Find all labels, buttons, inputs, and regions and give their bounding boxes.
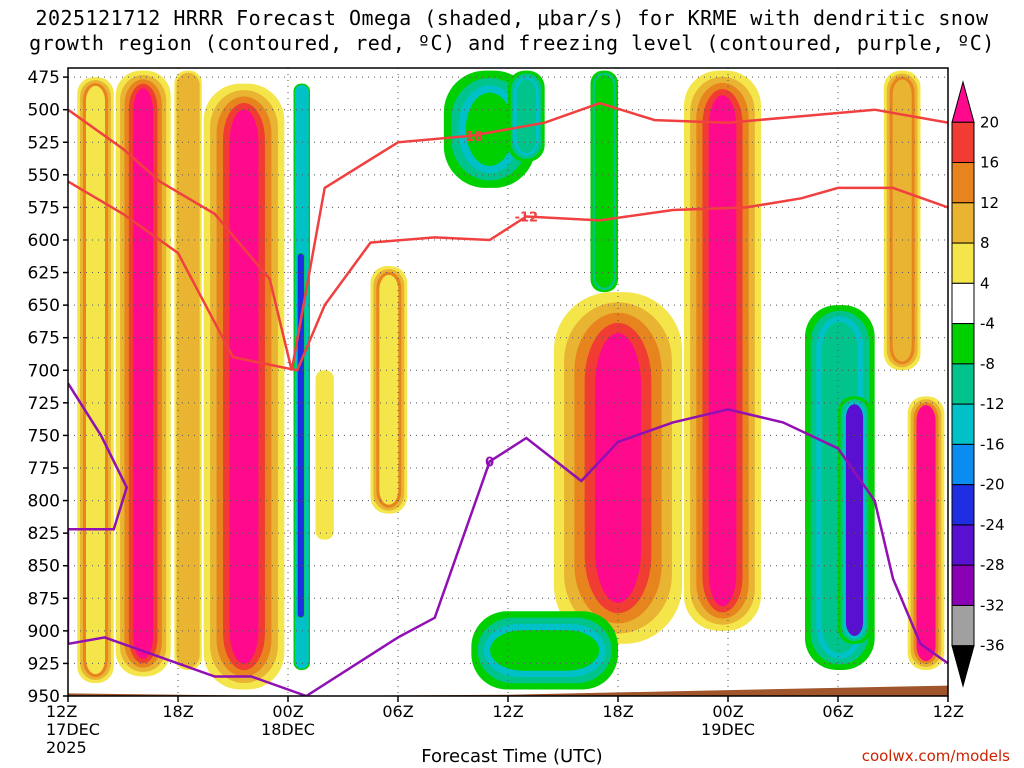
omega-band bbox=[465, 92, 514, 166]
colorbar-label: -24 bbox=[980, 516, 1005, 534]
omega-band bbox=[892, 79, 912, 362]
y-tick-label: 875 bbox=[28, 589, 60, 609]
chart-title-line2: growth region (contoured, red, ºC) and f… bbox=[29, 31, 995, 55]
y-tick-label: 900 bbox=[28, 622, 60, 642]
colorbar-segment bbox=[951, 564, 975, 606]
colorbar-segment bbox=[951, 403, 975, 445]
x-tick-label: 18Z bbox=[162, 702, 193, 721]
y-tick-label: 500 bbox=[28, 101, 60, 121]
omega-band bbox=[490, 630, 600, 671]
colorbar-label: -20 bbox=[980, 476, 1005, 494]
colorbar-segment bbox=[951, 121, 975, 164]
colorbar-label: 12 bbox=[980, 194, 999, 212]
omega-band bbox=[229, 109, 259, 664]
x-tick-label: 2025 bbox=[46, 738, 87, 757]
omega-band bbox=[708, 95, 737, 607]
colorbar-segment bbox=[951, 202, 975, 244]
contour-line--18 bbox=[68, 101, 948, 371]
colorbar-segment bbox=[951, 162, 975, 204]
y-tick-label: 925 bbox=[28, 654, 60, 674]
x-tick-label: 12Z bbox=[46, 702, 77, 721]
x-axis-title: Forecast Time (UTC) bbox=[421, 746, 603, 767]
y-tick-label: 525 bbox=[28, 133, 60, 153]
credit-link[interactable]: coolwx.com/models bbox=[861, 747, 1010, 765]
x-tick-label: 17DEC bbox=[46, 720, 100, 739]
omega-band bbox=[845, 404, 864, 636]
contour-label: 0 bbox=[485, 455, 494, 470]
colorbar-label: -32 bbox=[980, 597, 1005, 615]
y-tick-label: 850 bbox=[28, 557, 60, 577]
y-tick-label: 725 bbox=[28, 394, 60, 414]
x-tick-label: 06Z bbox=[382, 702, 413, 721]
colorbar-label: -28 bbox=[980, 556, 1005, 574]
x-tick-label: 18Z bbox=[602, 702, 633, 721]
colorbar-label: -16 bbox=[980, 435, 1005, 453]
y-tick-label: 775 bbox=[28, 459, 60, 479]
colorbar-label: 8 bbox=[980, 234, 990, 252]
y-tick-label: 550 bbox=[28, 166, 60, 186]
y-tick-label: 825 bbox=[28, 524, 60, 544]
colorbar-label: 4 bbox=[980, 274, 990, 292]
colorbar-label: -36 bbox=[980, 637, 1005, 655]
omega-band bbox=[379, 274, 399, 505]
colorbar-segment bbox=[951, 323, 975, 365]
chart-title-line1: 2025121712 HRRR Forecast Omega (shaded, … bbox=[35, 6, 989, 30]
x-tick-label: 06Z bbox=[822, 702, 853, 721]
colorbar-label: -4 bbox=[980, 315, 995, 333]
colorbar-segment bbox=[951, 484, 975, 526]
y-tick-label: 475 bbox=[28, 68, 60, 88]
contour-line-0 bbox=[68, 382, 948, 696]
y-tick-label: 750 bbox=[28, 426, 60, 446]
colorbar-segment bbox=[951, 524, 975, 566]
y-tick-label: 700 bbox=[28, 361, 60, 381]
colorbar-cap-bottom bbox=[951, 645, 975, 688]
colorbar-cap-top bbox=[951, 80, 975, 123]
y-tick-label: 600 bbox=[28, 231, 60, 251]
omega-band bbox=[594, 75, 614, 288]
colorbar-label: -8 bbox=[980, 355, 995, 373]
y-tick-label: 675 bbox=[28, 329, 60, 349]
y-tick-label: 650 bbox=[28, 296, 60, 316]
colorbar-segment bbox=[951, 363, 975, 405]
omega-band bbox=[85, 85, 106, 675]
x-tick-label: 18DEC bbox=[261, 720, 315, 739]
colorbar-segment bbox=[951, 282, 975, 325]
omega-band bbox=[516, 79, 536, 154]
contour-label: -18 bbox=[460, 130, 484, 145]
y-tick-label: 575 bbox=[28, 198, 60, 218]
x-tick-label: 00Z bbox=[272, 702, 303, 721]
omega-band bbox=[297, 253, 304, 618]
y-tick-label: 800 bbox=[28, 492, 60, 512]
colorbar-label: -12 bbox=[980, 395, 1005, 413]
colorbar-segment bbox=[951, 604, 975, 647]
omega-band bbox=[594, 333, 642, 603]
contour-line--12 bbox=[68, 180, 948, 372]
x-tick-label: 12Z bbox=[492, 702, 523, 721]
omega-band bbox=[316, 371, 333, 539]
colorbar-label: 20 bbox=[980, 113, 999, 131]
terrain bbox=[68, 685, 948, 696]
colorbar-label: 16 bbox=[980, 154, 999, 172]
contour-label: -12 bbox=[515, 211, 539, 226]
y-tick-label: 950 bbox=[28, 687, 60, 707]
y-tick-label: 625 bbox=[28, 264, 60, 284]
x-tick-label: 12Z bbox=[933, 702, 964, 721]
colorbar-segment bbox=[951, 242, 975, 284]
x-tick-label: 19DEC bbox=[701, 720, 755, 739]
x-tick-label: 00Z bbox=[712, 702, 743, 721]
colorbar-segment bbox=[951, 443, 975, 486]
